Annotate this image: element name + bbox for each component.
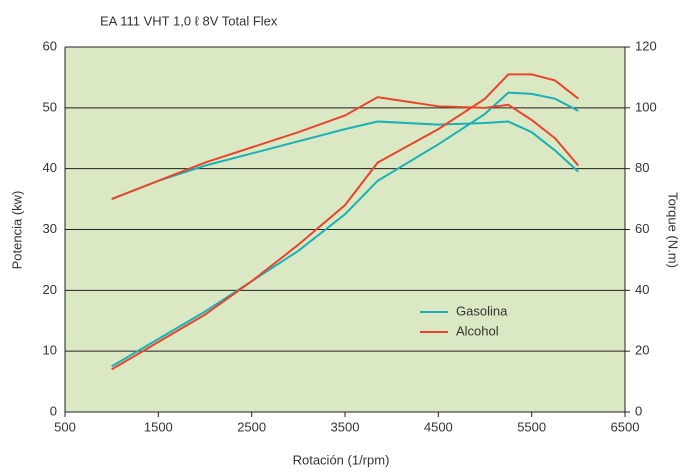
y-tick-label: 20	[43, 282, 57, 297]
x-tick-label: 3500	[331, 419, 360, 434]
y-tick-label: 40	[43, 160, 57, 175]
y2-tick-label: 120	[635, 38, 657, 53]
legend-label: Gasolina	[456, 303, 508, 318]
x-tick-label: 500	[54, 419, 76, 434]
x-tick-label: 5500	[517, 419, 546, 434]
y2-tick-label: 100	[635, 99, 657, 114]
y-tick-label: 60	[43, 38, 57, 53]
y2-tick-label: 20	[635, 343, 649, 358]
x-tick-label: 4500	[424, 419, 453, 434]
x-axis-label: Rotación (1/rpm)	[293, 452, 390, 467]
x-tick-label: 6500	[611, 419, 640, 434]
series-line	[111, 120, 580, 201]
x-tick-label: 2500	[237, 419, 266, 434]
y-axis-label: Potencia (kw)	[9, 191, 24, 270]
y-tick-label: 0	[50, 403, 57, 418]
y2-tick-label: 60	[635, 221, 649, 236]
y-tick-label: 10	[43, 343, 57, 358]
x-tick-label: 1500	[144, 419, 173, 434]
y-tick-label: 50	[43, 99, 57, 114]
y2-axis-label: Torque (N.m)	[666, 192, 681, 268]
series-line	[111, 96, 580, 201]
series-line	[111, 91, 579, 368]
chart-title: EA 111 VHT 1,0 ℓ 8V Total Flex	[100, 13, 278, 28]
legend-label: Alcohol	[456, 323, 499, 338]
y2-tick-label: 40	[635, 282, 649, 297]
y-tick-label: 30	[43, 221, 57, 236]
y2-tick-label: 0	[635, 403, 642, 418]
series-line	[111, 73, 579, 371]
y2-tick-label: 80	[635, 160, 649, 175]
